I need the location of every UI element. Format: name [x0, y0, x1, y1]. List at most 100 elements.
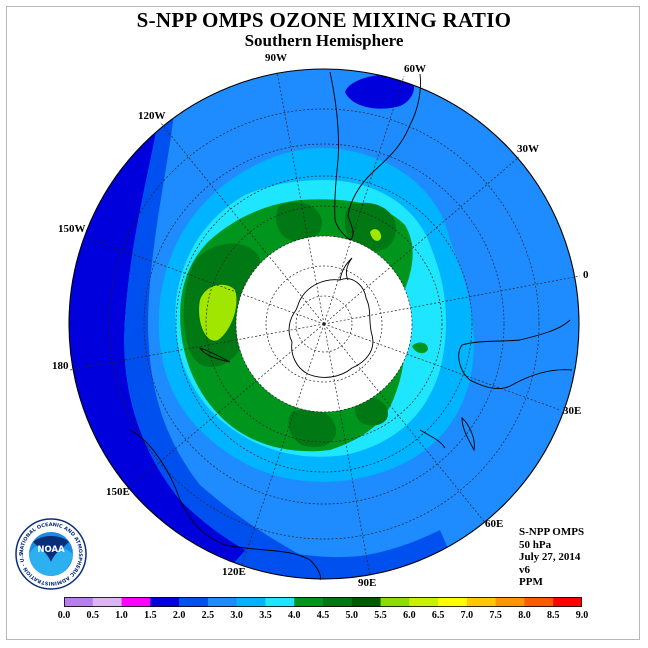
ozone-field	[69, 69, 579, 579]
meridian-120e	[241, 323, 325, 566]
color-bar	[64, 597, 582, 607]
field-green-east-blob	[412, 342, 428, 354]
color-bar-segment	[150, 597, 180, 607]
meridian-90	[276, 71, 325, 325]
color-bar-segment	[438, 597, 468, 607]
color-bar-tick-label: 0.5	[86, 610, 100, 621]
field-dark-green-south	[288, 408, 337, 448]
color-bar-tick-label: 9.0	[575, 610, 589, 621]
field-dark-green-ne	[344, 202, 396, 252]
color-bar-segment	[179, 597, 209, 607]
color-bar-tick-label: 8.5	[546, 610, 560, 621]
coastlines	[129, 71, 573, 581]
lon-label-0: 0	[583, 269, 589, 281]
color-bar-tick-label: 0.0	[57, 610, 71, 621]
color-bar-segment	[409, 597, 439, 607]
coast-islands-east	[419, 429, 446, 449]
page-frame	[6, 6, 640, 640]
lon-label-90e: 90E	[358, 577, 377, 589]
color-bar-segment	[236, 597, 266, 607]
lat-circle-40	[175, 175, 473, 473]
color-bar-tick-label: 6.0	[403, 610, 416, 621]
field-low-bottom	[200, 530, 470, 579]
color-bar-tick-label: 3.5	[259, 610, 272, 621]
color-bar-tick-label: 4.5	[316, 610, 330, 621]
color-bar-tick-label: 2.5	[201, 610, 215, 621]
field-max-ne	[370, 229, 382, 241]
color-bar-tick-label: 5.0	[345, 610, 359, 621]
coast-australia	[129, 429, 321, 581]
meridian-60w	[323, 75, 405, 325]
lat-circle-80	[295, 295, 353, 353]
coast-new-zealand	[198, 347, 231, 363]
coast-madagascar	[461, 417, 475, 452]
lon-label-150w: 150W	[58, 223, 86, 235]
lat-circle-70	[265, 265, 383, 383]
lon-label-60e: 60E	[485, 518, 504, 530]
meridian-90e	[323, 323, 371, 577]
color-bar-segment	[380, 597, 410, 607]
map-info-block: S-NPP OMPS 50 hPa July 27, 2014 v6 PPM	[519, 526, 584, 589]
color-bar-segment	[121, 597, 151, 607]
info-date: July 27, 2014	[519, 551, 581, 563]
field-mid-pacific	[124, 105, 320, 575]
meridian-120w	[159, 121, 325, 325]
coast-antarctic-peninsula	[339, 257, 353, 281]
color-bar-tick-label: 6.5	[431, 610, 445, 621]
color-bar-segment	[351, 597, 381, 607]
lat-circle-30	[143, 143, 505, 505]
color-bar-segment	[553, 597, 582, 607]
noaa-logo-text: NOAA	[37, 545, 65, 555]
color-bar-segment	[92, 597, 122, 607]
color-bar-segment	[265, 597, 295, 607]
field-low-top	[345, 74, 415, 109]
color-bar-tick-label: 4.0	[287, 610, 301, 621]
lat-circle-20	[108, 108, 540, 540]
color-bar-segment	[207, 597, 237, 607]
color-bar-segment	[495, 597, 525, 607]
meridian-60e	[323, 323, 488, 526]
color-bar-tick-label: 5.5	[374, 610, 387, 621]
coast-africa	[458, 319, 573, 390]
lon-label-180: 180	[52, 360, 69, 372]
noaa-logo: NATIONAL OCEANIC AND ATMOSPHERIC ADMINIS…	[15, 518, 87, 590]
color-bar-segment	[323, 597, 353, 607]
meridian-150w	[87, 237, 325, 325]
color-bar-segment	[524, 597, 554, 607]
field-max-west	[199, 284, 237, 341]
lon-label-30e: 30E	[563, 405, 582, 417]
lon-label-90w: 90W	[265, 52, 287, 64]
meridian-180	[69, 323, 325, 371]
field-dark-green-north	[275, 202, 322, 242]
meridian-30w	[323, 156, 520, 325]
coast-antarctica	[288, 278, 374, 378]
info-pressure: 50 hPa	[519, 538, 552, 551]
color-bar-border	[64, 597, 582, 607]
field-low-pacific	[69, 69, 300, 579]
color-bar-tick-label: 1.5	[144, 610, 157, 621]
info-instrument: S-NPP OMPS	[519, 526, 585, 538]
info-version: v6	[519, 563, 530, 576]
meridian-0	[323, 275, 581, 325]
color-bar-tick-label: 3.0	[230, 610, 243, 621]
lon-label-120w: 120W	[138, 110, 166, 122]
color-bar-tick-label: 7.0	[460, 610, 474, 621]
color-bar-segment	[294, 597, 324, 607]
map-title: S-NPP OMPS OZONE MIXING RATIO	[136, 8, 512, 32]
lat-circle-50	[205, 205, 443, 443]
meridian-30e	[323, 323, 561, 411]
field-dark-green-se	[355, 396, 388, 426]
color-bar-tick-label: 8.0	[518, 610, 531, 621]
color-bar-tick-label: 2.0	[172, 610, 186, 621]
lon-label-150e: 150E	[106, 486, 130, 498]
color-bar-segment	[64, 597, 94, 607]
lon-label-120e: 120E	[222, 566, 246, 578]
color-bar-tick-label: 1.0	[115, 610, 128, 621]
map-subtitle: Southern Hemisphere	[244, 31, 404, 50]
color-bar-tick-label: 7.5	[489, 610, 502, 621]
lat-circle-60	[235, 235, 413, 413]
lon-label-60w: 60W	[404, 63, 426, 75]
map-disc-outline	[68, 68, 580, 580]
